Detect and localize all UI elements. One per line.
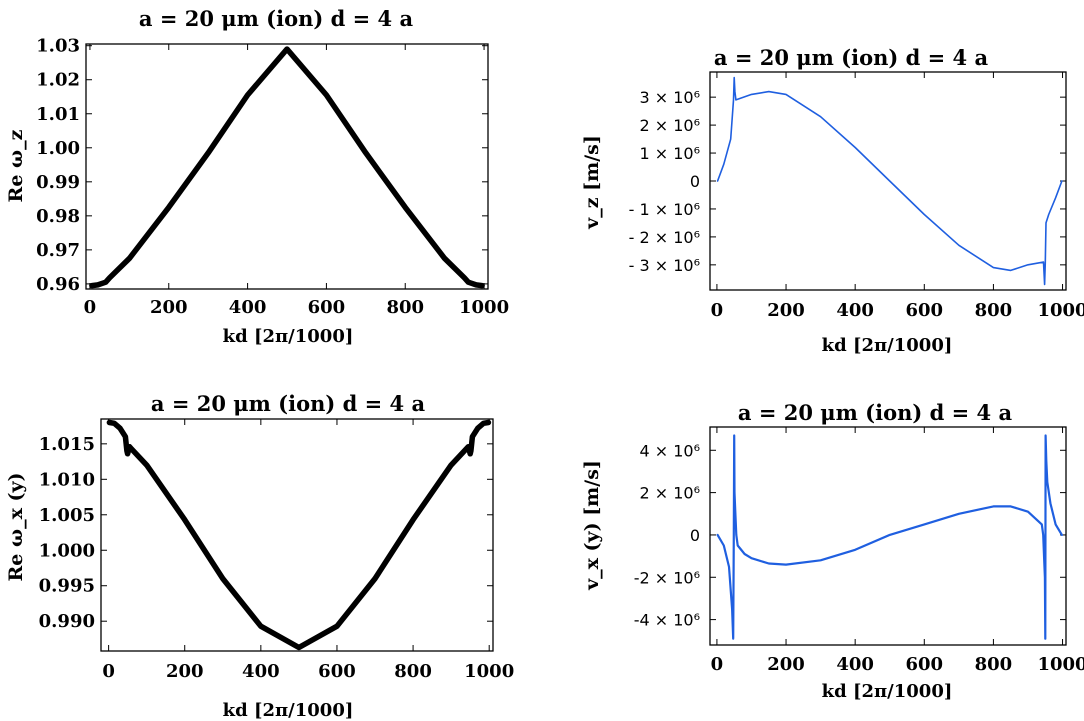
plot3-ylabel: Re ω_x (y) xyxy=(5,472,27,581)
plot4-xtick-label: 1000 xyxy=(1037,654,1084,675)
plot1-ytick-label: 0.98 xyxy=(36,206,80,227)
plot4-xtick-label: 200 xyxy=(767,654,805,675)
plot4-xtick-label: 600 xyxy=(906,654,944,675)
plot4-xtick-label: 400 xyxy=(836,654,874,675)
plot3-frame xyxy=(100,418,494,652)
plot2-ytick-label: - 2 × 10⁶ xyxy=(629,228,700,247)
plot2-xlabel: kd [2π/1000] xyxy=(822,335,953,356)
plot4-ytick-label: 0 xyxy=(690,526,700,545)
plot4-series-line xyxy=(716,434,1064,640)
plot4-xlabel: kd [2π/1000] xyxy=(822,681,953,702)
plot1-xtick-label: 400 xyxy=(229,297,267,318)
plot2-ylabel: v_z [m/s] xyxy=(581,135,603,230)
plot2-ytick-label: - 1 × 10⁶ xyxy=(629,200,700,219)
plot2-xtick-label: 1000 xyxy=(1037,300,1084,321)
plot-re-omega-z: a = 20 μm (ion) d = 4 a Re ω_z kd [2π/10… xyxy=(5,6,509,347)
plot4-frame xyxy=(709,426,1067,646)
plot2-title: a = 20 μm (ion) d = 4 a xyxy=(714,45,989,70)
plot1-xtick-label: 800 xyxy=(386,297,424,318)
plot3-ytick-label: 1.005 xyxy=(39,505,95,526)
plot4-xtick-label: 0 xyxy=(711,654,724,675)
plot2-ytick-label: - 3 × 10⁶ xyxy=(629,256,700,275)
plot4-xtick-label: 800 xyxy=(975,654,1013,675)
plot2-xtick-label: 600 xyxy=(906,300,944,321)
plot3-xtick-label: 600 xyxy=(318,661,356,682)
plot1-ytick-label: 1.03 xyxy=(36,36,80,57)
plot3-ytick-label: 1.000 xyxy=(39,540,95,561)
plot-v-z: a = 20 μm (ion) d = 4 a v_z [m/s] kd [2π… xyxy=(581,45,1084,356)
plot-v-xy: a = 20 μm (ion) d = 4 a v_x (y) [m/s] kd… xyxy=(581,400,1084,702)
plot3-ytick-label: 0.995 xyxy=(39,576,95,597)
plot2-ytick-label: 2 × 10⁶ xyxy=(639,116,700,135)
plot1-ytick-label: 0.99 xyxy=(36,172,80,193)
plot3-xtick-label: 200 xyxy=(166,661,204,682)
plot2-xtick-label: 800 xyxy=(975,300,1013,321)
plot2-ytick-label: 3 × 10⁶ xyxy=(639,88,700,107)
plot3-ytick-label: 0.990 xyxy=(39,611,95,632)
plot3-xlabel: kd [2π/1000] xyxy=(223,700,354,721)
plot1-xtick-label: 200 xyxy=(150,297,188,318)
plot1-xtick-label: 600 xyxy=(308,297,346,318)
plot1-ytick-label: 1.01 xyxy=(36,104,80,125)
plot3-title: a = 20 μm (ion) d = 4 a xyxy=(151,391,426,416)
plot1-ytick-label: 1.00 xyxy=(36,138,80,159)
plot1-series-line xyxy=(89,46,485,289)
plot4-ytick-label: -2 × 10⁶ xyxy=(634,568,700,587)
plot2-series-line xyxy=(716,76,1063,286)
plot1-ytick-label: 0.97 xyxy=(36,240,80,261)
plot3-xtick-label: 400 xyxy=(242,661,280,682)
plot4-ytick-label: 2 × 10⁶ xyxy=(639,484,700,503)
plot2-frame xyxy=(709,71,1067,291)
plot1-ytick-label: 0.96 xyxy=(36,274,80,295)
plot2-xtick-label: 0 xyxy=(711,300,724,321)
plot1-xlabel: kd [2π/1000] xyxy=(223,326,354,347)
plot3-ytick-label: 1.010 xyxy=(39,469,95,490)
plot3-xtick-label: 0 xyxy=(102,661,115,682)
plot3-series-line xyxy=(106,419,492,651)
plot3-xtick-label: 800 xyxy=(394,661,432,682)
plot3-xtick-label: 1000 xyxy=(464,661,514,682)
plot4-title: a = 20 μm (ion) d = 4 a xyxy=(738,400,1013,425)
plot1-ylabel: Re ω_z xyxy=(5,129,27,202)
plot4-ylabel: v_x (y) [m/s] xyxy=(581,460,603,591)
plot1-xtick-label: 0 xyxy=(84,297,97,318)
plot1-xtick-label: 1000 xyxy=(459,297,509,318)
plot1-title: a = 20 μm (ion) d = 4 a xyxy=(139,6,414,31)
plot3-ytick-label: 1.015 xyxy=(39,434,95,455)
plot1-frame xyxy=(85,43,489,290)
plot2-xtick-label: 400 xyxy=(836,300,874,321)
plot2-ytick-label: 0 xyxy=(690,172,700,191)
plot-re-omega-xy: a = 20 μm (ion) d = 4 a Re ω_x (y) kd [2… xyxy=(5,391,514,721)
plot4-ytick-label: 4 × 10⁶ xyxy=(639,441,700,460)
plot2-ytick-label: 1 × 10⁶ xyxy=(639,144,700,163)
plot4-ytick-label: -4 × 10⁶ xyxy=(634,611,700,630)
plot2-xtick-label: 200 xyxy=(767,300,805,321)
plot1-ytick-label: 1.02 xyxy=(36,70,80,91)
